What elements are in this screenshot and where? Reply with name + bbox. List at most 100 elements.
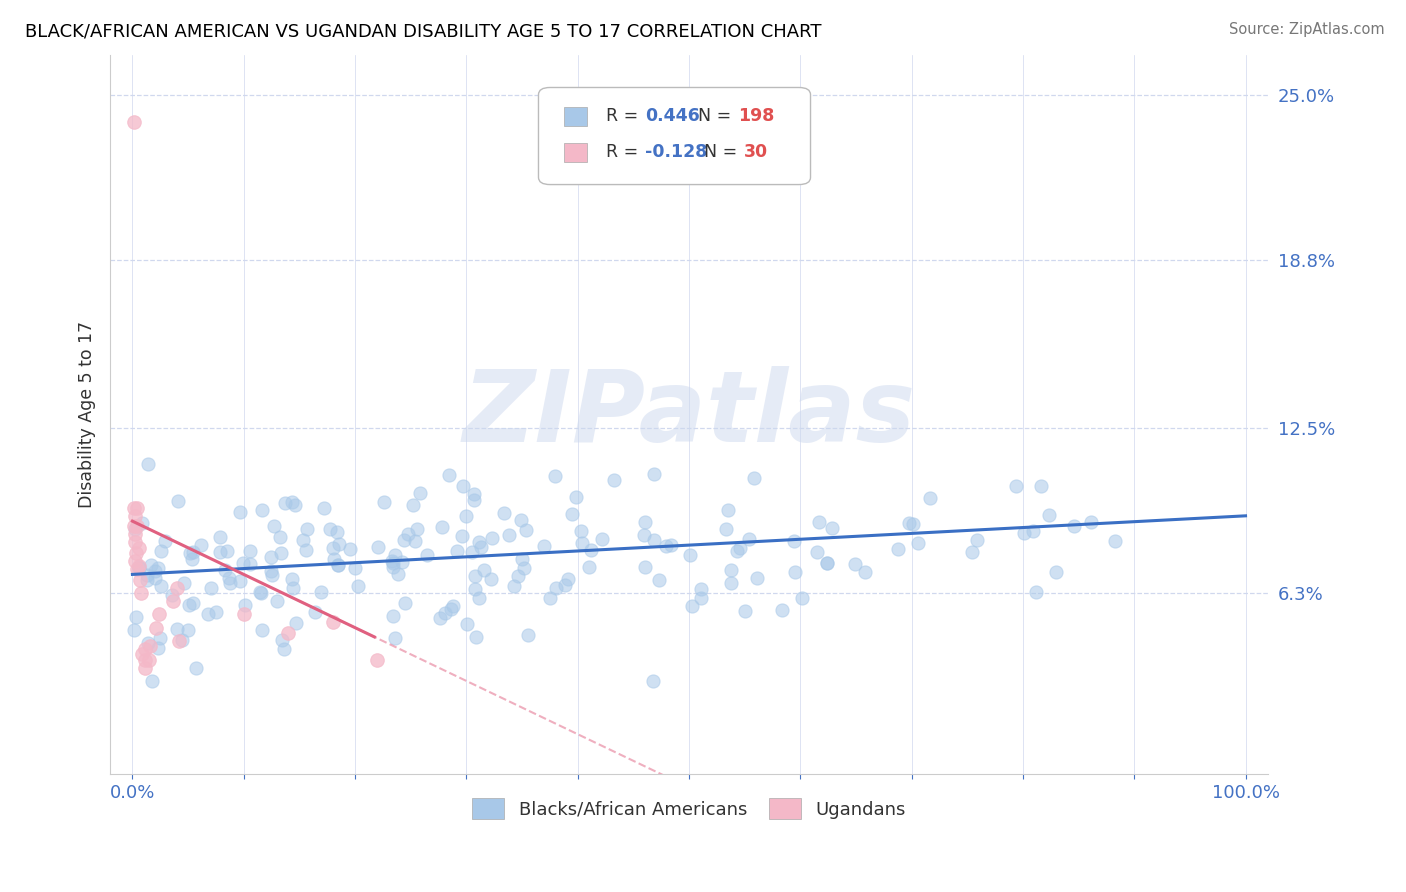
Point [516,627,538,641]
Point [381,559,404,574]
Point [441,599,464,613]
Point [181,544,204,558]
Point [295,522,318,536]
Point [271,633,294,648]
Point [633,528,655,542]
Point [506,569,529,583]
Point [481,531,503,545]
Point [853,565,876,579]
Point [456,616,478,631]
Point [270,546,292,560]
Text: N =: N = [704,144,742,161]
Point [218,571,240,585]
Point [655,539,678,553]
Point [277,626,299,640]
FancyBboxPatch shape [538,87,810,185]
Point [136,573,159,587]
Point [314,500,336,515]
Point [229,505,252,519]
Point [510,513,533,527]
Point [384,631,406,645]
Point [901,517,924,532]
Point [284,616,307,631]
Point [141,673,163,688]
Point [322,615,344,630]
Point [815,556,838,570]
Text: BLACK/AFRICAN AMERICAN VS UGANDAN DISABILITY AGE 5 TO 17 CORRELATION CHART: BLACK/AFRICAN AMERICAN VS UGANDAN DISABI… [25,22,823,40]
Point [139,558,162,572]
Point [557,572,579,586]
Point [181,596,204,610]
Point [134,642,156,657]
Point [538,591,561,606]
Point [129,573,152,587]
Point [323,552,346,566]
Point [205,605,228,619]
Point [770,603,793,617]
Point [125,500,148,515]
Point [643,467,665,482]
Point [124,522,146,536]
Point [309,585,332,599]
Point [689,582,711,596]
Point [284,498,307,512]
Point [1025,584,1047,599]
Point [239,557,262,571]
Point [122,114,145,128]
Point [124,508,146,523]
Point [260,564,283,578]
Point [641,673,664,688]
Text: R =: R = [606,107,644,125]
Point [450,528,472,542]
Point [533,540,555,554]
Point [129,586,152,600]
Point [472,563,495,577]
Point [1012,526,1035,541]
Point [138,636,160,650]
Point [512,561,534,575]
Point [232,556,254,570]
Point [177,623,200,637]
Point [634,516,657,530]
Point [463,493,485,508]
Point [502,579,524,593]
Point [792,591,814,605]
Point [720,563,742,577]
Text: ZIPatlas: ZIPatlas [463,366,915,463]
Point [681,599,703,613]
Point [148,607,170,622]
Point [209,545,232,559]
Point [339,541,361,556]
Point [561,508,583,522]
Point [150,544,173,558]
Point [200,581,222,595]
Point [464,582,486,596]
Point [217,543,239,558]
Point [821,521,844,535]
Point [394,533,416,547]
Point [429,611,451,625]
Point [128,560,150,574]
Point [546,581,568,595]
Point [430,519,453,533]
Point [209,531,232,545]
Point [391,555,413,569]
Point [249,585,271,599]
Point [131,648,153,662]
Point [415,548,437,562]
Point [304,605,326,619]
Point [579,543,602,558]
Point [602,473,624,487]
Point [149,631,172,645]
Point [232,607,254,622]
Point [591,532,613,546]
Point [659,538,682,552]
Point [456,508,478,523]
Point [465,630,488,644]
Point [1104,533,1126,548]
Point [461,545,484,559]
Point [326,558,349,572]
Y-axis label: Disability Age 5 to 17: Disability Age 5 to 17 [79,321,96,508]
Point [394,596,416,610]
Point [734,604,756,618]
